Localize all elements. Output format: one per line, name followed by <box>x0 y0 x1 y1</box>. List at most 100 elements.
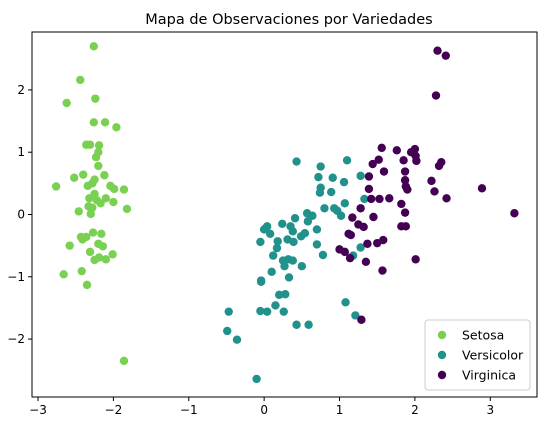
point-virginica-29 <box>356 204 365 213</box>
point-setosa-9 <box>94 141 104 150</box>
point-versicolor-8 <box>315 188 325 197</box>
point-versicolor-44 <box>297 262 307 271</box>
point-versicolor-32 <box>273 237 282 246</box>
point-virginica-2 <box>431 91 441 100</box>
point-versicolor-55 <box>292 320 301 329</box>
point-versicolor-59 <box>224 307 233 316</box>
point-setosa-40 <box>65 241 74 250</box>
point-versicolor-38 <box>288 256 297 265</box>
x-tick-label: 0 <box>260 403 268 417</box>
point-versicolor-18 <box>303 217 313 226</box>
point-versicolor-20 <box>278 219 287 229</box>
point-versicolor-47 <box>356 243 365 252</box>
point-virginica-25 <box>385 194 394 203</box>
point-setosa-45 <box>101 255 111 264</box>
point-versicolor-52 <box>256 306 265 316</box>
legend-marker-virginica <box>437 370 447 380</box>
point-versicolor-5 <box>356 171 365 181</box>
point-virginica-24 <box>375 194 384 204</box>
point-virginica-28 <box>397 199 406 209</box>
point-setosa-30 <box>109 197 118 207</box>
y-tick-label: 1 <box>17 145 25 159</box>
point-versicolor-0 <box>292 157 301 166</box>
point-versicolor-9 <box>327 187 336 197</box>
legend-marker-setosa <box>437 330 447 340</box>
x-axis: −3 −2 −1 0 1 2 3 <box>29 397 494 417</box>
point-virginica-12 <box>379 167 389 176</box>
point-setosa-36 <box>88 228 98 237</box>
y-tick-label: 2 <box>17 83 25 97</box>
point-virginica-8 <box>399 156 408 165</box>
point-versicolor-1 <box>316 162 325 171</box>
point-setosa-41 <box>98 242 108 251</box>
point-versicolor-23 <box>259 225 269 234</box>
point-setosa-48 <box>59 270 68 279</box>
point-setosa-12 <box>79 170 88 179</box>
point-virginica-45 <box>361 257 371 267</box>
point-setosa-13 <box>94 161 103 171</box>
point-setosa-6 <box>112 123 121 132</box>
point-setosa-32 <box>86 209 95 219</box>
point-versicolor-33 <box>256 237 265 247</box>
x-tick-label: 2 <box>411 403 419 417</box>
legend-box <box>424 319 531 391</box>
point-versicolor-14 <box>320 204 329 213</box>
point-setosa-2 <box>62 98 71 108</box>
point-setosa-27 <box>96 199 105 208</box>
point-setosa-43 <box>108 250 117 259</box>
point-versicolor-10 <box>360 194 369 204</box>
point-setosa-31 <box>74 207 83 216</box>
point-versicolor-40 <box>267 267 276 276</box>
point-virginica-44 <box>345 253 355 263</box>
point-versicolor-48 <box>318 250 328 260</box>
point-virginica-26 <box>442 194 451 203</box>
point-virginica-10 <box>374 155 383 164</box>
point-versicolor-51 <box>271 301 280 310</box>
point-setosa-24 <box>85 194 94 203</box>
x-tick-label: 1 <box>336 403 344 417</box>
point-virginica-0 <box>433 46 442 55</box>
point-setosa-14 <box>100 171 109 180</box>
point-virginica-20 <box>427 176 436 186</box>
legend: Setosa Versicolor Virginica <box>424 319 531 391</box>
point-virginica-38 <box>346 230 356 240</box>
point-setosa-46 <box>90 255 99 265</box>
point-virginica-3 <box>377 143 386 153</box>
legend-marker-versicolor <box>437 350 447 360</box>
point-setosa-15 <box>70 173 79 182</box>
point-versicolor-62 <box>252 374 261 384</box>
legend-label-setosa: Setosa <box>462 328 504 343</box>
point-virginica-40 <box>373 238 382 248</box>
legend-label-versicolor: Versicolor <box>462 348 524 363</box>
point-setosa-1 <box>76 75 85 85</box>
point-setosa-3 <box>91 94 100 103</box>
x-tick-label: 3 <box>486 403 494 417</box>
point-virginica-6 <box>410 144 420 154</box>
point-setosa-38 <box>78 235 87 244</box>
point-virginica-49 <box>510 209 519 218</box>
point-virginica-21 <box>430 187 439 196</box>
point-virginica-34 <box>359 222 368 232</box>
point-virginica-15 <box>437 157 446 167</box>
point-virginica-1 <box>441 51 450 60</box>
point-versicolor-29 <box>296 232 306 241</box>
point-setosa-26 <box>101 194 111 203</box>
point-versicolor-61 <box>232 335 242 344</box>
point-setosa-11 <box>91 153 101 162</box>
point-versicolor-3 <box>314 172 323 182</box>
point-virginica-48 <box>357 315 366 324</box>
x-tick-label: −2 <box>105 403 123 417</box>
point-virginica-4 <box>392 146 402 155</box>
point-setosa-22 <box>119 185 129 194</box>
point-setosa-37 <box>97 229 106 239</box>
point-versicolor-26 <box>288 227 297 236</box>
point-versicolor-60 <box>223 326 232 336</box>
point-setosa-18 <box>90 175 99 184</box>
point-versicolor-7 <box>339 177 349 187</box>
point-setosa-0 <box>89 42 99 51</box>
point-versicolor-54 <box>279 307 288 316</box>
point-setosa-47 <box>77 266 86 276</box>
point-versicolor-57 <box>341 298 350 307</box>
point-versicolor-39 <box>280 262 289 271</box>
